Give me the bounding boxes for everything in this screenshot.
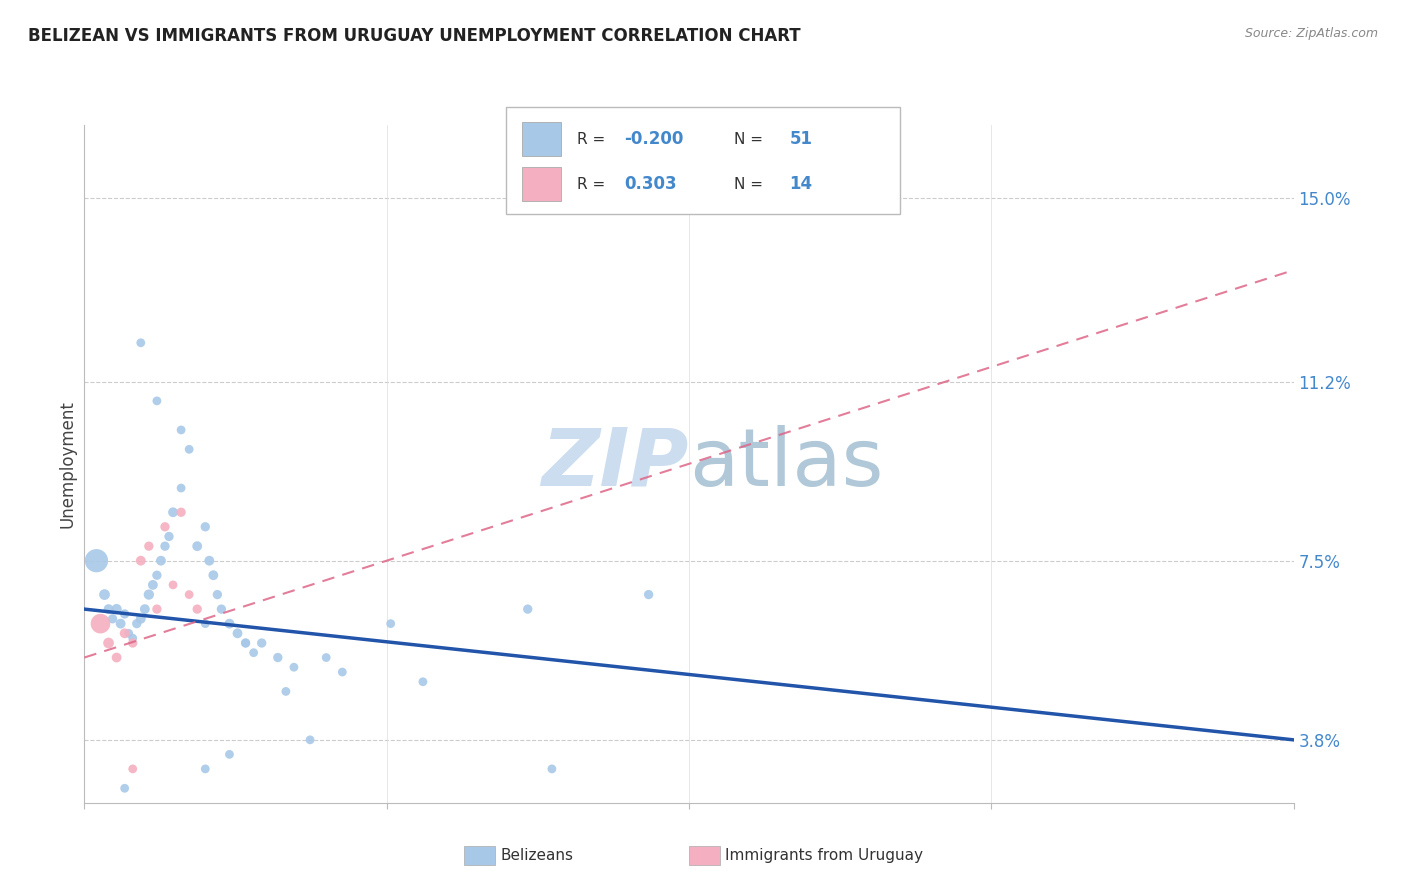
Point xyxy=(89,616,111,631)
Text: 0.303: 0.303 xyxy=(624,175,676,193)
Point xyxy=(146,602,169,616)
Point xyxy=(86,554,108,568)
Point xyxy=(146,393,169,408)
Point xyxy=(242,646,264,660)
Point xyxy=(170,423,193,437)
Point xyxy=(110,616,132,631)
Point xyxy=(142,578,165,592)
Point xyxy=(380,616,402,631)
Point xyxy=(125,616,148,631)
Point xyxy=(218,616,240,631)
Point xyxy=(516,602,538,616)
Point xyxy=(283,660,305,674)
Text: N =: N = xyxy=(734,132,768,146)
Text: 14: 14 xyxy=(790,175,813,193)
Point xyxy=(138,588,160,602)
Point xyxy=(105,602,128,616)
Point xyxy=(315,650,337,665)
Point xyxy=(186,602,208,616)
Text: Immigrants from Uruguay: Immigrants from Uruguay xyxy=(725,848,924,863)
Point xyxy=(162,578,184,592)
Point xyxy=(412,674,434,689)
Point xyxy=(194,616,217,631)
Point xyxy=(97,636,120,650)
Text: ZIP: ZIP xyxy=(541,425,689,503)
Point xyxy=(194,762,217,776)
Point xyxy=(179,588,201,602)
Point xyxy=(226,626,249,640)
Point xyxy=(121,762,143,776)
Point xyxy=(209,602,232,616)
Point xyxy=(170,481,193,495)
Point xyxy=(198,554,221,568)
Text: R =: R = xyxy=(576,132,610,146)
Point xyxy=(186,539,208,553)
Point xyxy=(235,636,257,650)
Text: Belizeans: Belizeans xyxy=(501,848,574,863)
Point xyxy=(114,607,136,621)
Point xyxy=(157,529,180,543)
Point xyxy=(97,602,120,616)
Point xyxy=(121,631,143,645)
Point xyxy=(202,568,225,582)
Point xyxy=(134,602,156,616)
Text: -0.200: -0.200 xyxy=(624,130,683,148)
Text: Source: ZipAtlas.com: Source: ZipAtlas.com xyxy=(1244,27,1378,40)
Point xyxy=(129,554,152,568)
Point xyxy=(637,588,659,602)
Point xyxy=(330,665,353,679)
Point xyxy=(207,588,229,602)
Point xyxy=(114,781,136,796)
Point xyxy=(299,732,322,747)
Y-axis label: Unemployment: Unemployment xyxy=(58,400,76,528)
Point xyxy=(129,612,152,626)
Point xyxy=(153,539,176,553)
Point xyxy=(93,588,115,602)
Point xyxy=(129,335,152,350)
Text: atlas: atlas xyxy=(689,425,883,503)
Point xyxy=(101,612,124,626)
Point xyxy=(153,520,176,534)
Point xyxy=(170,505,193,519)
Text: N =: N = xyxy=(734,177,768,192)
Text: 51: 51 xyxy=(790,130,813,148)
Point xyxy=(105,650,128,665)
Point xyxy=(250,636,273,650)
Point xyxy=(138,539,160,553)
Point xyxy=(541,762,564,776)
Point xyxy=(146,568,169,582)
Point xyxy=(114,626,136,640)
Point xyxy=(179,442,201,457)
Point xyxy=(267,650,290,665)
Point xyxy=(274,684,297,698)
Point xyxy=(118,626,141,640)
Text: R =: R = xyxy=(576,177,610,192)
Point xyxy=(235,636,257,650)
Point xyxy=(149,554,172,568)
Text: BELIZEAN VS IMMIGRANTS FROM URUGUAY UNEMPLOYMENT CORRELATION CHART: BELIZEAN VS IMMIGRANTS FROM URUGUAY UNEM… xyxy=(28,27,801,45)
Point xyxy=(121,636,143,650)
Point xyxy=(194,520,217,534)
Point xyxy=(162,505,184,519)
Point xyxy=(218,747,240,762)
